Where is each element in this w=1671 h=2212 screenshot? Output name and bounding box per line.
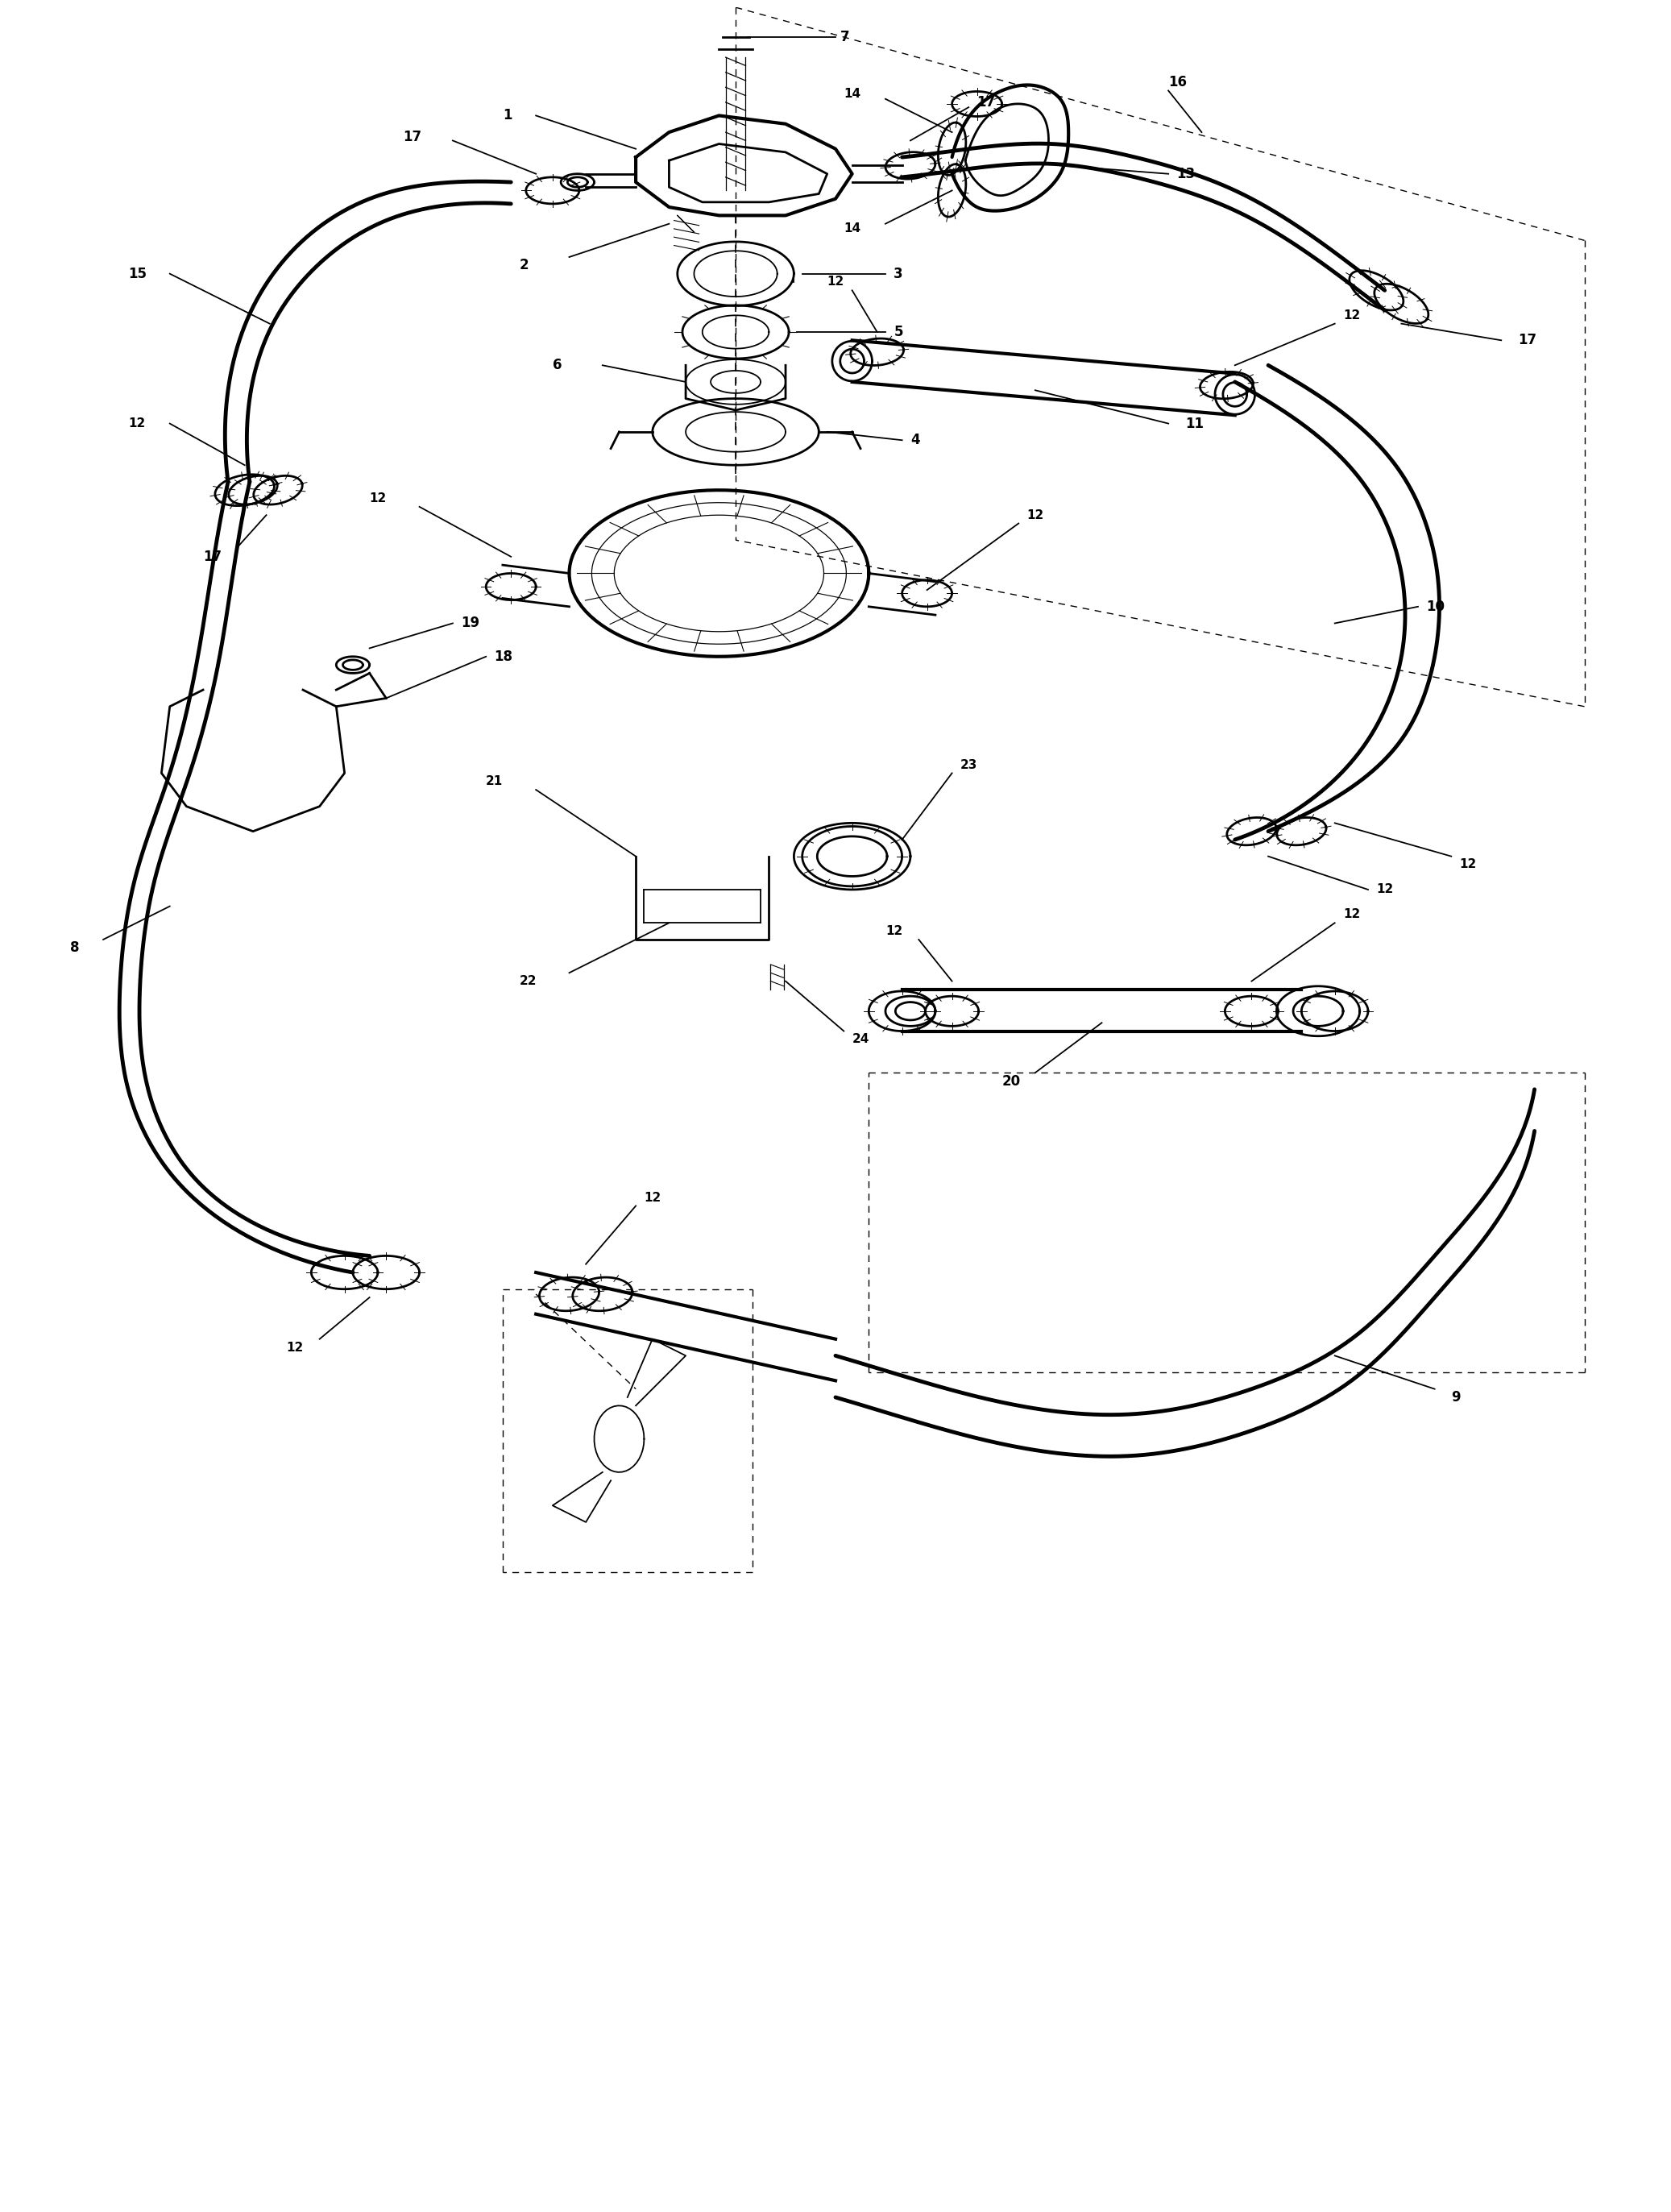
Text: 19: 19 — [461, 615, 480, 630]
Text: 9: 9 — [1452, 1389, 1460, 1405]
Text: 12: 12 — [1343, 909, 1360, 920]
Text: 8: 8 — [70, 940, 79, 956]
Text: 12: 12 — [643, 1192, 662, 1203]
Text: 12: 12 — [129, 418, 145, 429]
Text: 20: 20 — [1003, 1073, 1021, 1088]
Text: 21: 21 — [486, 776, 503, 787]
Text: 12: 12 — [1343, 310, 1360, 321]
Text: 12: 12 — [886, 925, 902, 938]
Text: 12: 12 — [1459, 858, 1477, 872]
Text: 1: 1 — [503, 108, 511, 124]
Text: 12: 12 — [286, 1340, 304, 1354]
Text: 16: 16 — [1168, 75, 1186, 88]
Text: 22: 22 — [520, 975, 536, 987]
Text: 4: 4 — [911, 434, 919, 447]
Text: 12: 12 — [369, 493, 386, 504]
Text: 12: 12 — [827, 276, 844, 288]
Text: 13: 13 — [1176, 166, 1195, 181]
Text: 6: 6 — [553, 358, 561, 372]
Text: 17: 17 — [1517, 334, 1537, 347]
Text: 12: 12 — [1377, 883, 1394, 896]
Text: 7: 7 — [841, 31, 851, 44]
Text: 18: 18 — [495, 650, 513, 664]
Text: 17: 17 — [403, 131, 421, 144]
Text: 15: 15 — [129, 265, 147, 281]
Text: 24: 24 — [852, 1033, 869, 1046]
Text: 14: 14 — [844, 88, 861, 100]
Text: 17: 17 — [204, 549, 222, 564]
Text: 17: 17 — [978, 95, 996, 111]
Text: 3: 3 — [894, 265, 902, 281]
Text: 11: 11 — [1185, 416, 1203, 431]
Text: 12: 12 — [1028, 509, 1044, 522]
Text: 14: 14 — [844, 223, 861, 234]
Text: 5: 5 — [894, 325, 902, 338]
Text: 10: 10 — [1427, 599, 1445, 615]
Text: 2: 2 — [520, 259, 528, 272]
Text: 23: 23 — [961, 759, 978, 770]
